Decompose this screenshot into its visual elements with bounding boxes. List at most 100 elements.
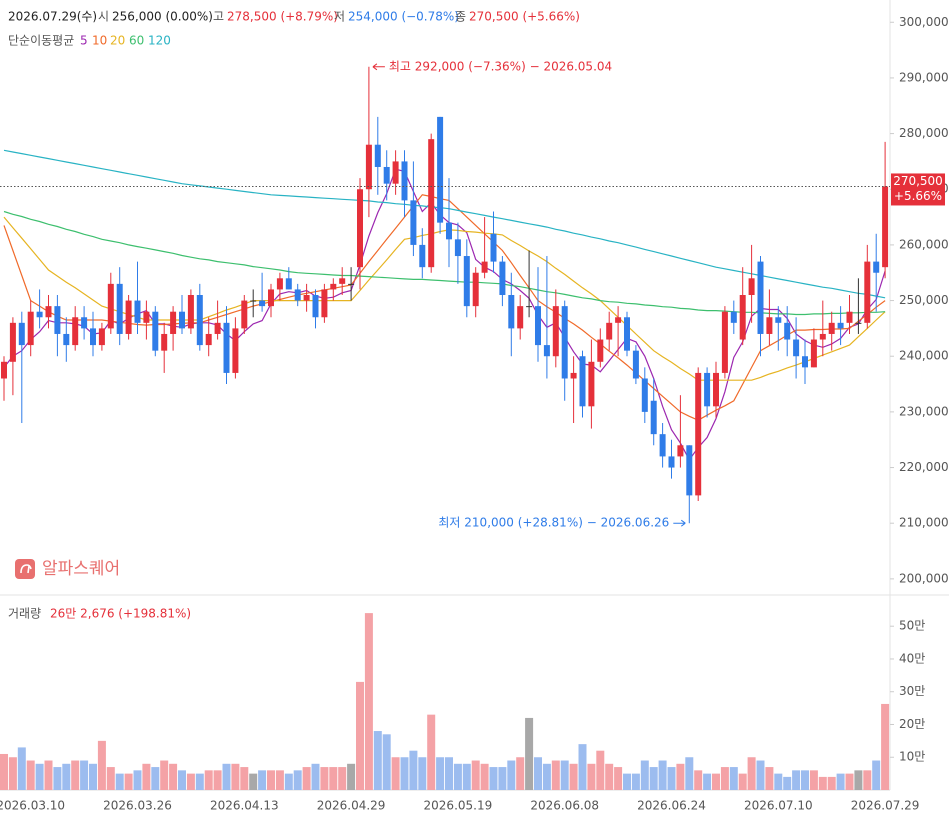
header-label: 저 (334, 10, 345, 24)
volume-bar (391, 757, 400, 790)
candle-body (9, 322, 16, 362)
candle-body (187, 295, 194, 329)
volume-bar (818, 776, 827, 790)
volume-bar (302, 767, 311, 790)
candle-body (632, 350, 639, 379)
candle-body (321, 289, 328, 318)
candle-body (641, 378, 648, 412)
legend-entry: 120 (148, 34, 171, 48)
x-tick-label: 2026.04.29 (317, 799, 386, 813)
volume-title: 거래량 (8, 607, 41, 621)
volume-bar (623, 773, 631, 790)
annotation-arrow (372, 63, 385, 71)
candle-body (410, 200, 417, 245)
candle-body (152, 311, 159, 351)
candle-body (241, 300, 248, 329)
candle-body (36, 311, 43, 318)
candle-body (543, 345, 550, 357)
candle-body (161, 333, 168, 351)
volume-bar (489, 767, 498, 790)
candle-body (116, 283, 123, 334)
candle-body (668, 456, 675, 468)
candle-body (98, 328, 105, 346)
volume-bar (667, 767, 676, 790)
candle-body (72, 317, 79, 346)
volume-bar (783, 776, 792, 790)
candle-body (713, 372, 719, 407)
volume-bar (738, 773, 747, 790)
candle-body (63, 333, 70, 346)
volume-bar (80, 760, 89, 790)
volume-bar (17, 747, 26, 790)
candle-body (704, 372, 711, 407)
legend-entry: 10 (92, 34, 107, 48)
candle-body (882, 186, 889, 268)
header-value: 278,500 (+8.79%) (227, 10, 338, 24)
candle-body (659, 434, 666, 457)
volume-bar (498, 767, 507, 790)
volume-bar (542, 763, 551, 790)
volume-bar (329, 767, 338, 790)
y-tick-label: 260,000 (899, 237, 949, 251)
moving-average-line (3, 216, 886, 381)
volume-bar (614, 767, 623, 790)
legend-title: 단순이동평균 (8, 34, 74, 48)
y-tick-label: 20만 (899, 717, 925, 731)
candle-body (374, 144, 381, 167)
logo-glyph (20, 564, 32, 574)
candle-body (383, 166, 390, 184)
candle-body (303, 295, 310, 301)
y-tick-label: 50만 (899, 619, 925, 633)
volume-bar (578, 744, 587, 790)
candle-body (606, 322, 613, 340)
y-tick-label: 250,000 (899, 293, 949, 307)
candle-body (392, 161, 399, 184)
candle-body (739, 295, 746, 340)
candle-body (535, 306, 541, 346)
candle-body (561, 306, 568, 379)
candle-body (615, 317, 622, 323)
volume-bar (26, 760, 35, 790)
volume-bar (462, 763, 471, 790)
volume-bar (551, 760, 560, 790)
volume-bar (0, 753, 8, 790)
volume-bar (605, 763, 614, 790)
header-label: 시 (98, 10, 109, 24)
volume-bar (453, 763, 462, 790)
volume-bar (480, 763, 489, 790)
candle-body (490, 233, 497, 262)
candle-body (810, 339, 817, 368)
legend-entry: 20 (110, 34, 125, 48)
y-tick-label: 200,000 (899, 571, 949, 585)
header-label: 고 (213, 10, 224, 24)
candle-body (196, 295, 203, 346)
volume-bar (240, 767, 249, 790)
volume-bar (436, 757, 445, 790)
y-tick-label: 10만 (899, 750, 925, 764)
volume-bar (596, 750, 605, 790)
volume-bar (71, 760, 80, 790)
candle-body (214, 322, 221, 334)
candle-body (552, 306, 559, 357)
annotation-arrow (673, 519, 686, 527)
volume-bar (62, 763, 71, 790)
candle-body (864, 261, 871, 323)
candle-body (650, 400, 657, 435)
logo (15, 559, 35, 579)
candle-body (81, 317, 88, 329)
volume-bar (801, 770, 809, 790)
candle-body (419, 244, 426, 268)
volume-bar (640, 760, 649, 790)
candle-body (766, 317, 773, 334)
candle-body (365, 144, 372, 190)
volume-bar (445, 757, 453, 790)
volume-bar (284, 773, 293, 790)
candle-body (472, 272, 479, 307)
price-tag-label: 270,500 (893, 174, 943, 188)
volume-bar (792, 770, 801, 790)
volume-bar (587, 763, 596, 790)
y-tick-label: 30만 (899, 684, 925, 698)
volume-bar (631, 773, 640, 790)
candle-body (125, 300, 132, 334)
